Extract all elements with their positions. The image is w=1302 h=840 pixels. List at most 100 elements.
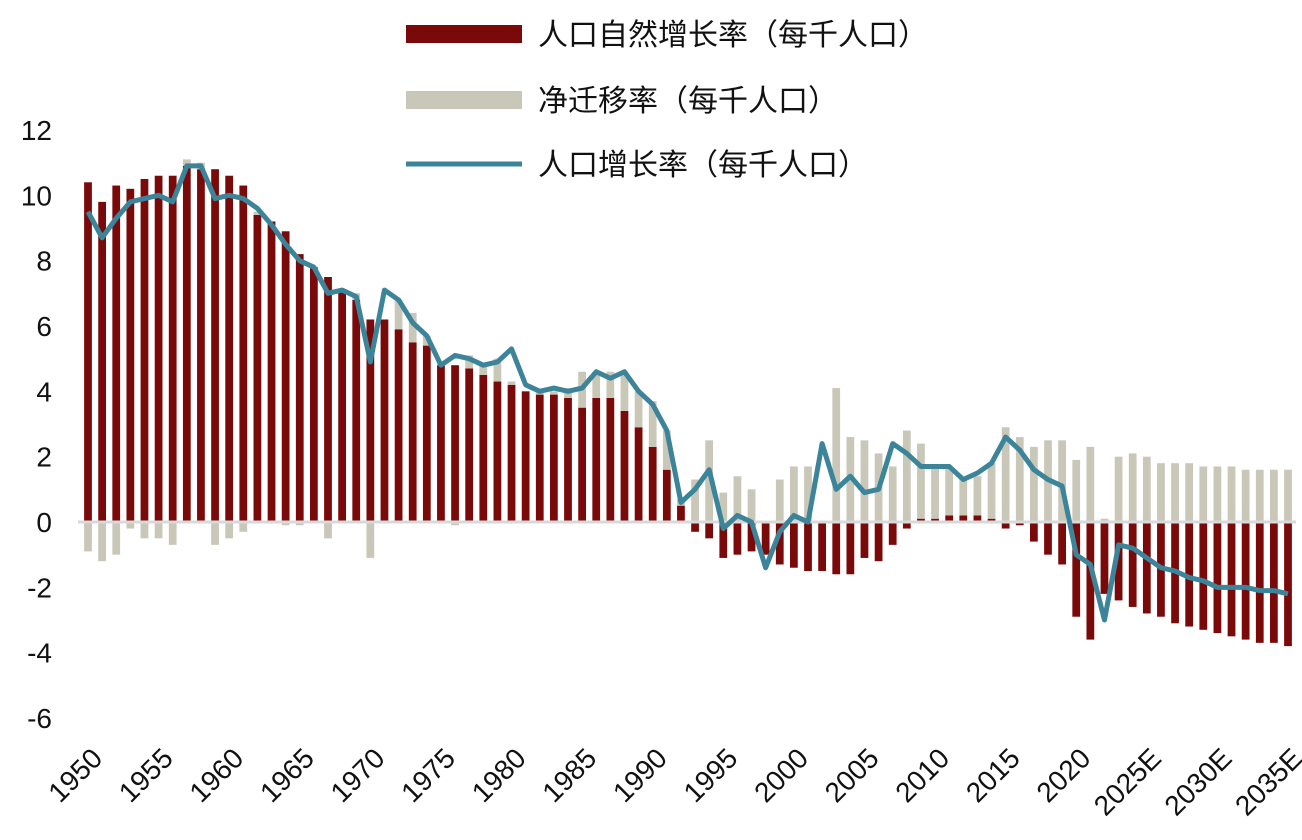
natural-increase-bar <box>1199 522 1208 630</box>
y-tick-label: 8 <box>36 246 52 277</box>
net-migration-bar <box>987 463 996 519</box>
natural-increase-bar <box>1100 522 1109 594</box>
net-migration-bar <box>1185 463 1194 522</box>
net-migration-bar <box>366 522 375 558</box>
natural-increase-bar <box>747 522 756 552</box>
net-migration-bar <box>1171 463 1179 522</box>
net-migration-bar <box>239 522 248 532</box>
natural-increase-bar <box>634 427 643 522</box>
y-tick-label: 6 <box>36 311 52 342</box>
natural-increase-bar <box>352 299 361 522</box>
natural-increase-bar <box>874 522 883 562</box>
natural-increase-bar <box>606 397 615 522</box>
natural-increase-bar <box>422 345 431 522</box>
y-tick-label: 2 <box>36 442 52 473</box>
net-migration-bar <box>973 476 982 516</box>
natural-increase-bar <box>479 375 488 522</box>
y-tick-label: 4 <box>36 376 52 407</box>
net-migration-bar <box>211 522 219 545</box>
net-migration-bar <box>592 371 601 398</box>
natural-increase-bar <box>902 522 911 529</box>
net-migration-bar <box>1284 469 1292 522</box>
natural-increase-bar <box>1185 522 1194 627</box>
net-migration-bar <box>154 522 163 539</box>
net-migration-bar <box>634 391 643 428</box>
natural-increase-bar <box>366 319 375 522</box>
x-tick-label: 1975 <box>395 742 461 808</box>
net-migration-bar <box>98 522 106 562</box>
net-migration-bar <box>126 522 135 529</box>
net-migration-bar <box>747 489 756 522</box>
natural-increase-bar <box>550 394 558 522</box>
legend-net-migration-label: 净迁移率（每千人口） <box>538 84 838 119</box>
net-migration-bar <box>1128 453 1137 522</box>
net-migration-bar <box>1227 466 1236 522</box>
net-migration-bar <box>1015 437 1024 522</box>
natural-increase-bar <box>126 188 135 523</box>
net-migration-bar <box>733 476 742 522</box>
bars <box>84 159 1292 647</box>
net-migration-bar <box>1270 469 1278 522</box>
natural-increase-bar <box>1015 522 1024 526</box>
y-tick-label: -6 <box>27 703 52 734</box>
natural-increase-bar <box>380 319 389 522</box>
natural-increase-bar <box>408 342 417 522</box>
net-migration-bar <box>945 466 954 516</box>
net-migration-bar <box>775 479 784 522</box>
natural-increase-bar <box>677 505 685 522</box>
legend-natural-increase-swatch <box>406 25 522 43</box>
y-tick-label: 10 <box>21 180 52 211</box>
x-tick-label: 2025E <box>1088 742 1167 821</box>
natural-increase-bar <box>1058 522 1066 565</box>
natural-increase-bar <box>112 185 121 522</box>
natural-increase-bar <box>239 185 248 522</box>
x-tick-label: 2000 <box>748 742 814 808</box>
net-migration-bar <box>479 365 488 375</box>
natural-increase-bar <box>253 214 262 522</box>
natural-increase-bar <box>437 365 445 522</box>
x-tick-label: 2010 <box>889 742 955 808</box>
net-migration-bar <box>691 479 699 522</box>
net-migration-bar <box>1157 463 1165 522</box>
natural-increase-bar <box>324 277 332 522</box>
net-migration-bar <box>1255 469 1264 522</box>
natural-increase-bar <box>84 182 92 522</box>
legend-population-growth-label: 人口增长率（每千人口） <box>538 148 868 183</box>
net-migration-bar <box>550 391 558 395</box>
net-migration-bar <box>1241 469 1250 522</box>
natural-increase-bar <box>1128 522 1137 607</box>
net-migration-bar <box>182 159 191 166</box>
natural-increase-bar <box>719 522 728 558</box>
natural-increase-bar <box>620 410 629 522</box>
natural-increase-bar <box>790 522 798 568</box>
net-migration-bar <box>1086 446 1095 522</box>
x-tick-label: 1970 <box>325 742 391 808</box>
x-tick-label: 1960 <box>183 742 249 808</box>
net-migration-bar <box>606 371 615 398</box>
x-tick-label: 1985 <box>536 742 602 808</box>
x-tick-label: 2005 <box>819 742 885 808</box>
x-tick-label: 1950 <box>42 742 108 808</box>
net-migration-bar <box>295 522 304 526</box>
net-migration-bar <box>253 211 262 215</box>
x-tick-label: 1990 <box>607 742 673 808</box>
net-migration-bar <box>917 443 925 519</box>
net-migration-bar <box>860 440 869 522</box>
natural-increase-bar <box>1227 522 1236 637</box>
x-tick-label: 2030E <box>1158 742 1237 821</box>
y-axis: -6 -4 -2 0 2 4 6 8 10 12 <box>21 115 52 734</box>
y-tick-label: -2 <box>27 572 52 603</box>
net-migration-bar <box>804 466 812 522</box>
x-axis: 1950 1955 1960 1965 1970 1975 1980 1985 1990 1995… <box>42 742 1302 821</box>
natural-increase-bar <box>733 522 742 555</box>
population-growth-line <box>85 163 1289 623</box>
x-tick-label: 2035E <box>1229 742 1302 821</box>
natural-increase-bar <box>211 169 219 522</box>
natural-increase-bar <box>1142 522 1151 614</box>
legend-net-migration-swatch <box>406 91 522 109</box>
natural-increase-bar <box>860 522 869 558</box>
net-migration-bar <box>168 522 177 545</box>
natural-increase-bar <box>1001 522 1010 529</box>
net-migration-bar <box>719 492 728 522</box>
